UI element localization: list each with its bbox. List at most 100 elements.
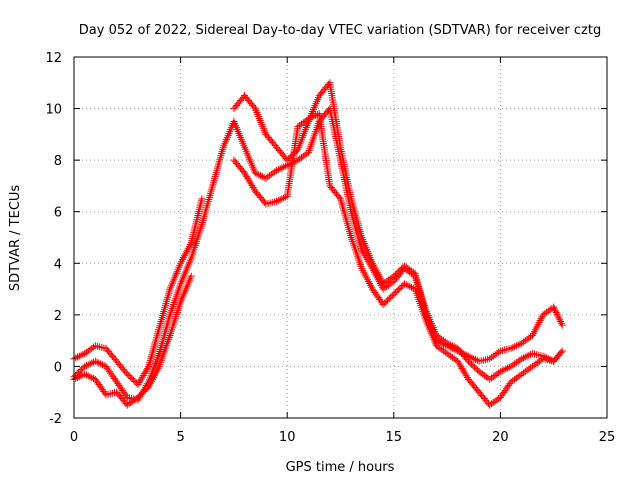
data-point	[475, 368, 483, 376]
data-point	[249, 183, 257, 191]
data-point	[335, 193, 343, 201]
data-point	[134, 380, 142, 388]
data-point	[432, 342, 440, 350]
data-point	[525, 365, 533, 373]
data-point	[496, 368, 504, 376]
data-point	[134, 393, 142, 401]
data-point	[528, 362, 536, 370]
data-point	[551, 307, 559, 315]
data-point	[493, 396, 501, 404]
data-point	[281, 162, 289, 170]
data-point	[382, 298, 390, 306]
data-point	[74, 353, 82, 361]
data-point	[365, 259, 373, 267]
data-point	[262, 174, 270, 182]
data-point	[438, 335, 446, 343]
data-point	[95, 359, 103, 367]
y-tick-label: 10	[45, 103, 62, 118]
data-point	[557, 348, 565, 356]
data-point	[521, 353, 529, 361]
data-point	[400, 264, 408, 272]
data-point	[271, 168, 279, 176]
data-point	[72, 354, 80, 362]
data-point	[296, 121, 304, 129]
data-point	[518, 370, 526, 378]
data-point	[516, 356, 524, 364]
data-point	[514, 357, 522, 365]
data-point	[90, 343, 98, 351]
data-point	[541, 310, 549, 318]
data-point	[396, 284, 404, 292]
data-point	[511, 375, 519, 383]
data-point	[450, 355, 458, 363]
data-point	[125, 400, 133, 408]
axis-ticks: 0 5 10 15 20 25 -2 0 2 4 6 8 10 12	[45, 51, 615, 445]
data-point	[246, 178, 254, 186]
data-point	[78, 365, 86, 373]
data-point	[379, 301, 387, 309]
data-point	[86, 346, 94, 354]
data-point	[472, 356, 480, 364]
data-point	[557, 318, 565, 326]
data-point	[464, 357, 472, 365]
data-point	[489, 373, 497, 381]
data-point	[366, 261, 374, 269]
data-point	[455, 359, 463, 367]
data-point	[359, 248, 367, 256]
x-tick-label: 20	[492, 430, 509, 445]
data-point	[486, 375, 494, 383]
data-point	[91, 357, 99, 365]
data-point	[361, 252, 369, 260]
data-point	[456, 361, 464, 369]
y-tick-label: -2	[49, 412, 62, 427]
data-point	[491, 351, 499, 359]
data-point	[400, 280, 408, 288]
data-point	[244, 174, 252, 182]
data-point	[247, 180, 255, 188]
data-point	[397, 283, 405, 291]
data-point	[506, 380, 514, 388]
data-point	[463, 356, 471, 364]
data-point	[505, 363, 513, 371]
data-point	[81, 362, 89, 370]
data-point	[452, 356, 460, 364]
data-point	[519, 338, 527, 346]
data-point	[447, 341, 455, 349]
data-point	[488, 353, 496, 361]
data-point	[122, 369, 130, 377]
data-point	[82, 371, 90, 379]
data-point	[408, 270, 416, 278]
data-point	[388, 292, 396, 300]
data-point	[123, 401, 131, 409]
data-point	[126, 373, 134, 381]
data-point	[507, 362, 515, 370]
data-point	[101, 389, 109, 397]
data-point	[472, 365, 480, 373]
data-point	[243, 173, 251, 181]
data-point	[86, 373, 94, 381]
data-point	[84, 347, 92, 355]
data-point	[402, 281, 410, 289]
data-point	[448, 353, 456, 361]
data-point	[383, 282, 391, 290]
data-point	[546, 306, 554, 314]
data-point	[86, 360, 94, 368]
data-point	[537, 356, 545, 364]
data-point	[74, 374, 82, 382]
grid-lines	[74, 57, 607, 418]
data-point	[556, 316, 564, 324]
data-point	[393, 287, 401, 295]
data-point	[296, 155, 304, 163]
data-point	[267, 170, 275, 178]
data-point	[482, 373, 490, 381]
data-point	[140, 387, 148, 395]
data-point	[486, 401, 494, 409]
data-point	[554, 312, 562, 320]
data-point	[406, 268, 414, 276]
y-tick-label: 12	[45, 51, 62, 66]
data-point	[450, 343, 458, 351]
data-point	[551, 305, 559, 313]
y-tick-label: 2	[54, 309, 62, 324]
data-point	[75, 368, 83, 376]
data-point	[241, 169, 249, 177]
